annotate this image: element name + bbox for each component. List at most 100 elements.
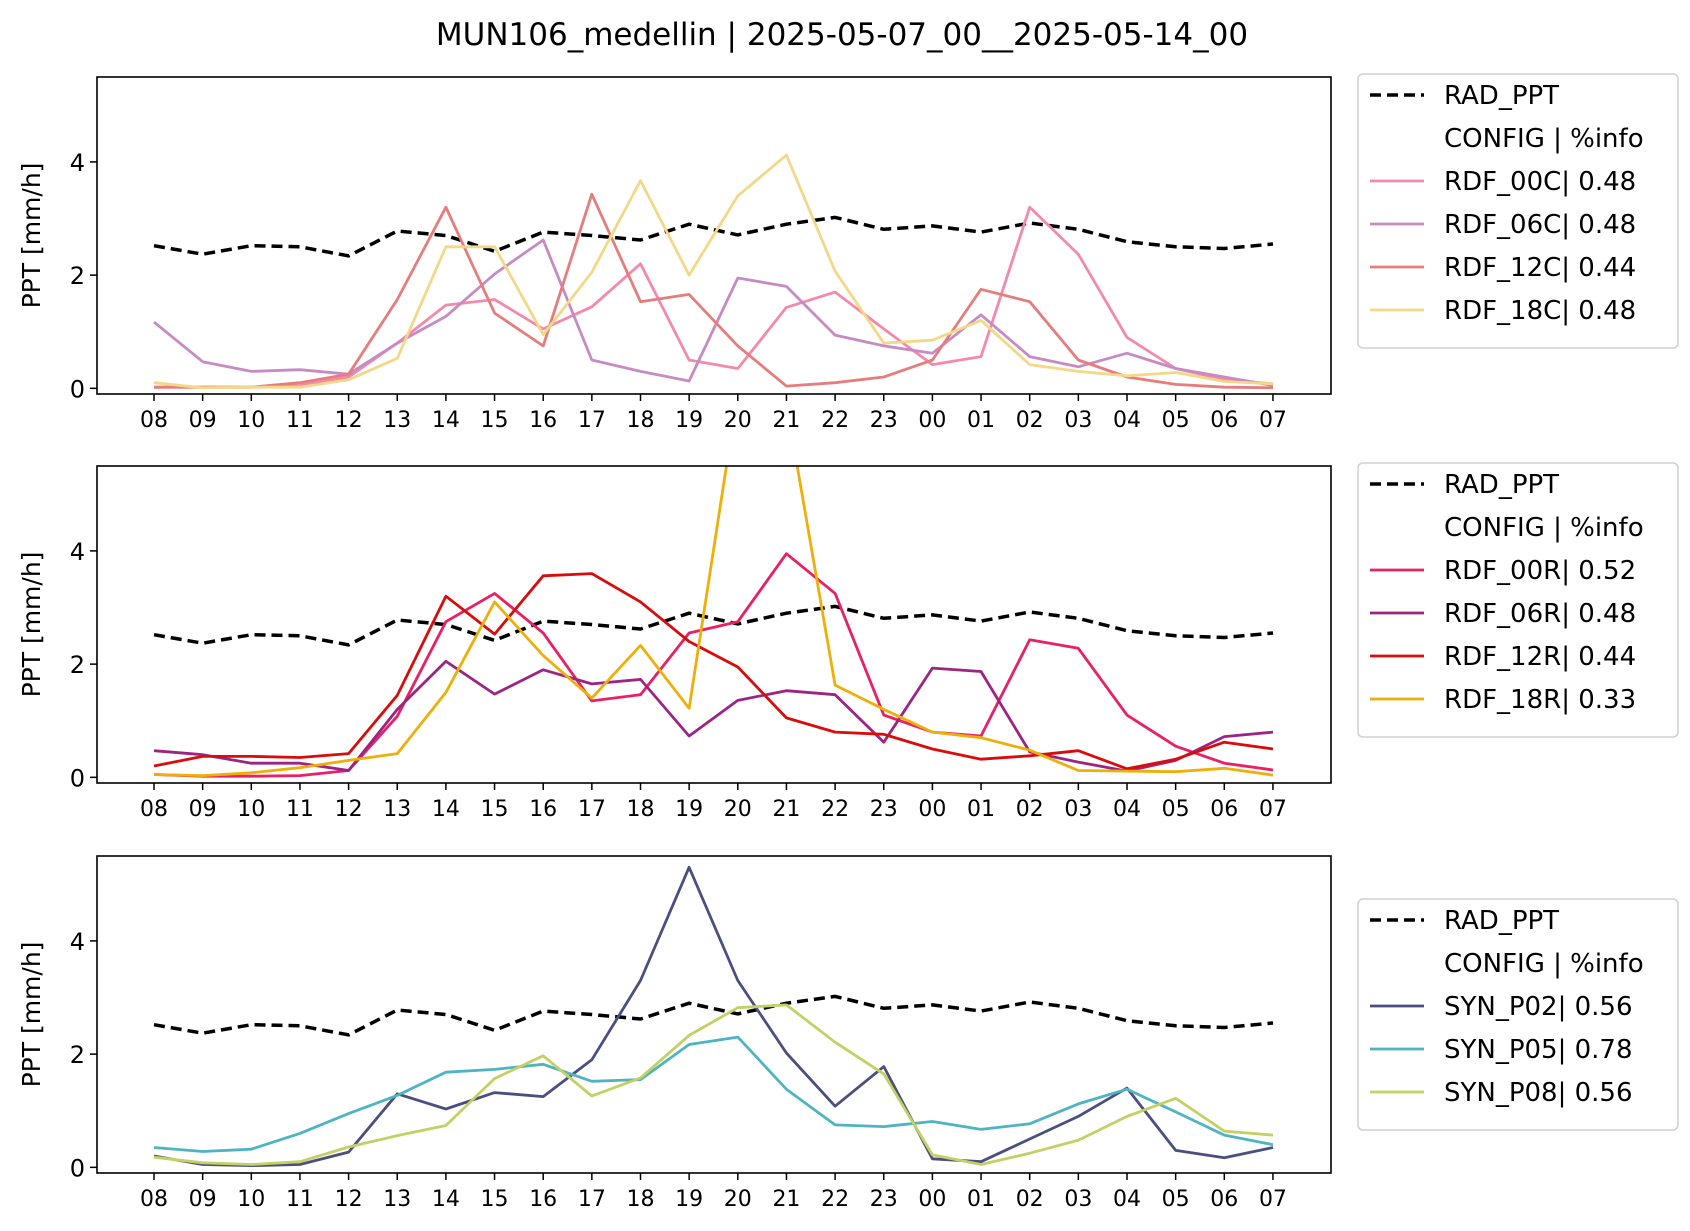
x-tick-label: 20 bbox=[724, 408, 752, 433]
x-tick-label: 08 bbox=[140, 797, 168, 822]
series-line-1 bbox=[153, 552, 1274, 778]
x-tick-label: 02 bbox=[1016, 1187, 1044, 1212]
x-tick-label: 04 bbox=[1113, 797, 1141, 822]
x-tick-label: 20 bbox=[724, 1187, 752, 1212]
plot-frame bbox=[96, 855, 1332, 1174]
x-tick-label: 13 bbox=[383, 797, 411, 822]
legend-label: RDF_18C| 0.48 bbox=[1444, 296, 1636, 326]
series-line-4 bbox=[153, 466, 1274, 777]
plot-frame bbox=[96, 76, 1332, 395]
legend-frame bbox=[1357, 73, 1679, 349]
legend: RAD_PPT CONFIG | %info RDF_00C| 0.48 RDF_06… bbox=[1357, 73, 1679, 349]
x-tick-label: 22 bbox=[821, 408, 849, 433]
legend-label: RAD_PPT bbox=[1444, 470, 1559, 500]
x-tick-label: 04 bbox=[1113, 408, 1141, 433]
x-tick-label: 18 bbox=[627, 1187, 655, 1212]
y-tick-label: 0 bbox=[70, 764, 85, 792]
y-axis-label: PPT [mm/h] bbox=[17, 942, 46, 1088]
figure-title: MUN106_medellin | 2025-05-07_00__2025-05… bbox=[436, 17, 1248, 53]
x-tick-label: 13 bbox=[383, 1187, 411, 1212]
x-tick-label: 16 bbox=[529, 797, 557, 822]
x-tick-label: 02 bbox=[1016, 408, 1044, 433]
series-line-1 bbox=[153, 865, 1274, 1167]
legend-label: RDF_12R| 0.44 bbox=[1444, 642, 1636, 672]
x-tick-label: 13 bbox=[383, 408, 411, 433]
series-line-2 bbox=[153, 238, 1274, 387]
legend-header: CONFIG | %info bbox=[1444, 513, 1644, 543]
x-tick-label: 14 bbox=[432, 797, 460, 822]
x-tick-label: 16 bbox=[529, 1187, 557, 1212]
x-tick-label: 01 bbox=[967, 797, 995, 822]
y-tick-label: 0 bbox=[70, 1154, 85, 1182]
legend-label: RAD_PPT bbox=[1444, 81, 1559, 111]
x-tick-label: 00 bbox=[918, 797, 946, 822]
x-tick-label: 04 bbox=[1113, 1187, 1141, 1212]
x-tick-label: 12 bbox=[335, 408, 363, 433]
x-tick-label: 10 bbox=[237, 408, 265, 433]
x-tick-label: 05 bbox=[1162, 797, 1190, 822]
series-line-2 bbox=[153, 659, 1274, 773]
x-tick-label: 17 bbox=[578, 1187, 606, 1212]
x-tick-label: 05 bbox=[1162, 408, 1190, 433]
series-line-0 bbox=[153, 604, 1274, 647]
x-tick-label: 19 bbox=[675, 408, 703, 433]
x-tick-label: 09 bbox=[189, 408, 217, 433]
y-tick-label: 0 bbox=[70, 375, 85, 403]
x-tick-label: 10 bbox=[237, 797, 265, 822]
legend-label: SYN_P05| 0.78 bbox=[1444, 1035, 1633, 1065]
x-tick-label: 09 bbox=[189, 797, 217, 822]
x-tick-label: 11 bbox=[286, 797, 314, 822]
series-line-0 bbox=[153, 215, 1274, 258]
x-tick-label: 21 bbox=[772, 797, 800, 822]
x-tick-label: 07 bbox=[1259, 408, 1287, 433]
y-tick-label: 4 bbox=[70, 928, 85, 956]
series-line-3 bbox=[153, 1003, 1274, 1166]
x-tick-label: 22 bbox=[821, 1187, 849, 1212]
x-tick-label: 22 bbox=[821, 797, 849, 822]
x-tick-label: 15 bbox=[481, 408, 509, 433]
y-tick-label: 2 bbox=[70, 1041, 85, 1069]
legend-label: RDF_00R| 0.52 bbox=[1444, 556, 1636, 586]
x-tick-label: 21 bbox=[772, 1187, 800, 1212]
x-tick-label: 07 bbox=[1259, 1187, 1287, 1212]
x-tick-label: 15 bbox=[481, 797, 509, 822]
legend-label: RDF_18R| 0.33 bbox=[1444, 685, 1636, 715]
x-tick-label: 07 bbox=[1259, 797, 1287, 822]
x-tick-label: 23 bbox=[870, 1187, 898, 1212]
x-tick-label: 14 bbox=[432, 408, 460, 433]
legend-label: RAD_PPT bbox=[1444, 906, 1559, 936]
x-tick-label: 19 bbox=[675, 797, 703, 822]
x-tick-label: 06 bbox=[1210, 408, 1238, 433]
x-tick-label: 01 bbox=[967, 408, 995, 433]
x-tick-label: 11 bbox=[286, 1187, 314, 1212]
x-tick-label: 18 bbox=[627, 408, 655, 433]
legend-label: RDF_06R| 0.48 bbox=[1444, 599, 1636, 629]
legend-header: CONFIG | %info bbox=[1444, 124, 1644, 154]
x-tick-label: 03 bbox=[1064, 408, 1092, 433]
x-tick-label: 14 bbox=[432, 1187, 460, 1212]
legend-frame bbox=[1357, 898, 1679, 1131]
x-tick-label: 01 bbox=[967, 1187, 995, 1212]
x-tick-label: 12 bbox=[335, 1187, 363, 1212]
x-tick-label: 00 bbox=[918, 1187, 946, 1212]
x-tick-label: 03 bbox=[1064, 797, 1092, 822]
x-tick-label: 21 bbox=[772, 408, 800, 433]
x-tick-label: 19 bbox=[675, 1187, 703, 1212]
y-axis-label: PPT [mm/h] bbox=[17, 163, 46, 309]
x-tick-label: 15 bbox=[481, 1187, 509, 1212]
legend-label: SYN_P02| 0.56 bbox=[1444, 992, 1633, 1022]
x-tick-label: 18 bbox=[627, 797, 655, 822]
y-tick-label: 2 bbox=[70, 262, 85, 290]
legend-label: RDF_00C| 0.48 bbox=[1444, 167, 1636, 197]
series-line-1 bbox=[154, 205, 1274, 389]
series-line-0 bbox=[153, 994, 1274, 1037]
x-tick-label: 05 bbox=[1162, 1187, 1190, 1212]
series-line-4 bbox=[153, 153, 1274, 390]
x-tick-label: 02 bbox=[1016, 797, 1044, 822]
x-tick-label: 16 bbox=[529, 408, 557, 433]
x-tick-label: 11 bbox=[286, 408, 314, 433]
